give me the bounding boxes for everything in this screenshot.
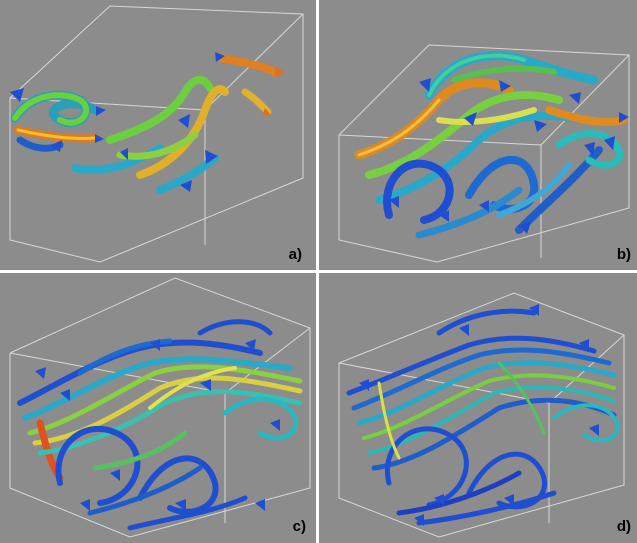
panel-c: c) xyxy=(0,273,316,543)
panel-label-c: c) xyxy=(292,518,306,535)
panel-b: b) xyxy=(319,0,637,270)
streamline-render-a xyxy=(9,5,304,263)
streamline-render-d xyxy=(338,292,625,538)
panel-label-a: a) xyxy=(288,246,302,263)
panel-label-d: d) xyxy=(616,518,631,535)
streamline-render-b xyxy=(338,44,630,263)
streamline-render-c xyxy=(9,277,311,538)
panel-d: d) xyxy=(319,273,637,543)
panel-a: a) xyxy=(0,0,316,270)
panel-label-b: b) xyxy=(616,246,631,263)
